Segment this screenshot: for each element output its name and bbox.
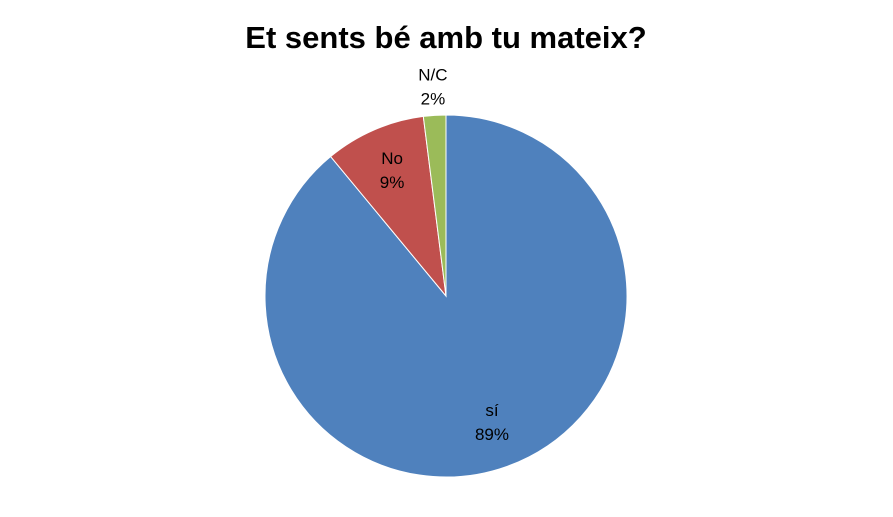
chart-title: Et sents bé amb tu mateix? [245,20,646,55]
slice-category-label: sí [485,401,499,420]
slice-category-label: N/C [418,66,447,85]
pie-slice [329,115,447,298]
pie-slice [422,114,447,297]
slice-value-label: 9% [380,173,405,192]
slice-category-label: No [381,149,403,168]
slice-value-label: 89% [475,425,509,444]
slice-value-label: 2% [421,90,446,109]
